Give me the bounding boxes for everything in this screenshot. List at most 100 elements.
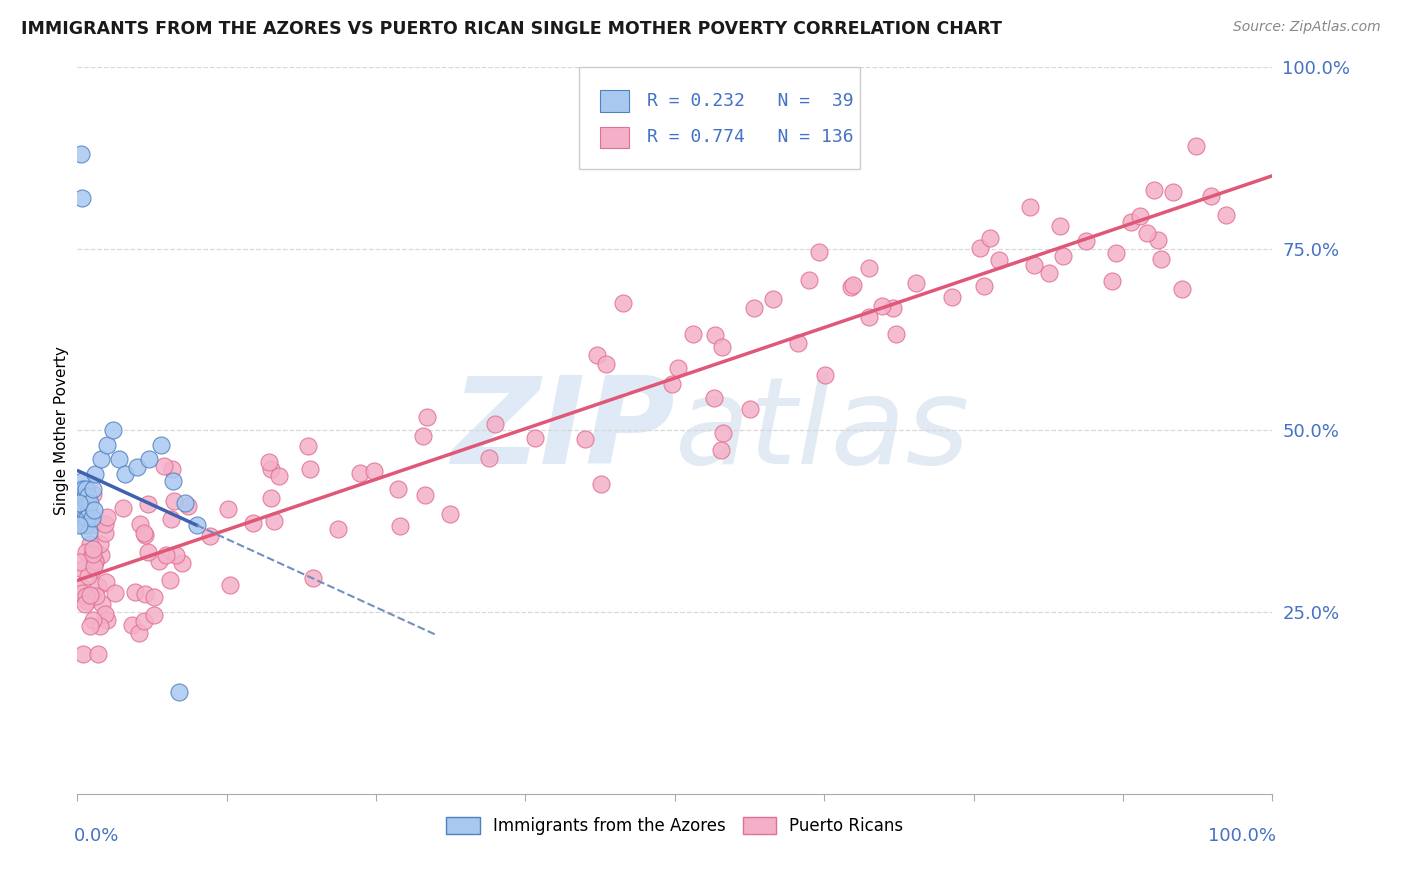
Point bbox=[82, 482, 104, 496]
Point bbox=[76, 496, 98, 510]
Point bbox=[263, 514, 285, 528]
Point bbox=[172, 556, 194, 570]
Point bbox=[82, 541, 104, 556]
Point bbox=[80, 510, 103, 524]
Point bbox=[1146, 233, 1168, 247]
Point bbox=[138, 452, 160, 467]
Point bbox=[87, 579, 110, 593]
Point bbox=[328, 523, 350, 537]
Point bbox=[83, 559, 105, 574]
Point bbox=[217, 501, 239, 516]
Point bbox=[842, 277, 865, 292]
Point bbox=[90, 598, 112, 612]
Point bbox=[72, 503, 94, 517]
Point bbox=[80, 517, 103, 532]
Point bbox=[941, 290, 963, 304]
Point bbox=[136, 544, 159, 558]
Point bbox=[73, 510, 96, 524]
Text: ZIP: ZIP bbox=[451, 372, 675, 489]
Point bbox=[79, 496, 101, 510]
Point bbox=[82, 487, 104, 501]
Point bbox=[413, 488, 436, 502]
Point bbox=[75, 482, 97, 496]
Point bbox=[75, 517, 97, 532]
Point bbox=[412, 429, 434, 443]
Point bbox=[134, 525, 156, 540]
Point bbox=[870, 299, 893, 313]
Point bbox=[79, 503, 101, 517]
Point bbox=[267, 469, 290, 483]
Point bbox=[167, 685, 190, 699]
Point bbox=[76, 568, 98, 582]
Point bbox=[1074, 234, 1097, 248]
Point bbox=[67, 496, 90, 510]
Point bbox=[198, 528, 221, 542]
Point bbox=[162, 493, 184, 508]
Point bbox=[666, 361, 689, 376]
Point bbox=[839, 280, 862, 294]
Point bbox=[143, 608, 166, 623]
Point bbox=[786, 336, 808, 351]
Point bbox=[127, 459, 149, 474]
Text: R = 0.774   N = 136: R = 0.774 N = 136 bbox=[647, 128, 853, 146]
Point bbox=[134, 528, 156, 542]
Point bbox=[162, 475, 184, 489]
Point bbox=[82, 548, 104, 562]
Point bbox=[90, 548, 112, 562]
Point bbox=[82, 613, 104, 627]
Text: 0.0%: 0.0% bbox=[73, 827, 120, 845]
Point bbox=[124, 585, 146, 599]
Point bbox=[1171, 282, 1194, 296]
Point bbox=[82, 562, 104, 576]
Point bbox=[979, 231, 1001, 245]
Point bbox=[259, 491, 281, 505]
Point bbox=[94, 575, 117, 590]
Point bbox=[884, 327, 907, 342]
Point bbox=[134, 587, 156, 601]
Point bbox=[589, 477, 612, 491]
Point bbox=[70, 147, 93, 161]
Point bbox=[1143, 183, 1166, 197]
Point bbox=[186, 517, 208, 532]
Point bbox=[710, 340, 733, 354]
Point bbox=[814, 368, 837, 383]
Point bbox=[703, 327, 725, 342]
Point bbox=[129, 517, 152, 532]
Point bbox=[1185, 138, 1208, 153]
Point bbox=[84, 467, 107, 481]
Point bbox=[128, 626, 150, 640]
Point bbox=[297, 439, 319, 453]
Point bbox=[79, 537, 101, 551]
Point bbox=[82, 548, 104, 562]
Point bbox=[1022, 258, 1045, 272]
Point bbox=[69, 489, 91, 503]
Point bbox=[439, 507, 461, 521]
Point bbox=[703, 391, 725, 405]
Point bbox=[72, 647, 94, 661]
Point bbox=[1038, 267, 1060, 281]
Point bbox=[807, 244, 830, 259]
Point bbox=[148, 554, 170, 568]
Point bbox=[70, 191, 93, 205]
Point bbox=[585, 348, 607, 362]
Point bbox=[160, 462, 183, 476]
Point bbox=[77, 489, 100, 503]
Point bbox=[104, 586, 127, 600]
Point bbox=[1052, 249, 1074, 263]
Point bbox=[349, 466, 371, 480]
Point bbox=[134, 615, 156, 629]
Point bbox=[72, 482, 94, 496]
Point bbox=[1101, 274, 1123, 288]
Point bbox=[298, 462, 321, 476]
Point bbox=[1019, 200, 1042, 214]
Point bbox=[260, 462, 283, 476]
Point bbox=[155, 548, 177, 562]
Point bbox=[159, 512, 181, 526]
Point bbox=[83, 554, 105, 568]
Point bbox=[84, 590, 107, 604]
Point bbox=[742, 301, 765, 316]
Point bbox=[1150, 252, 1173, 266]
Point bbox=[83, 503, 105, 517]
Point bbox=[150, 438, 173, 452]
Point bbox=[1215, 208, 1237, 222]
